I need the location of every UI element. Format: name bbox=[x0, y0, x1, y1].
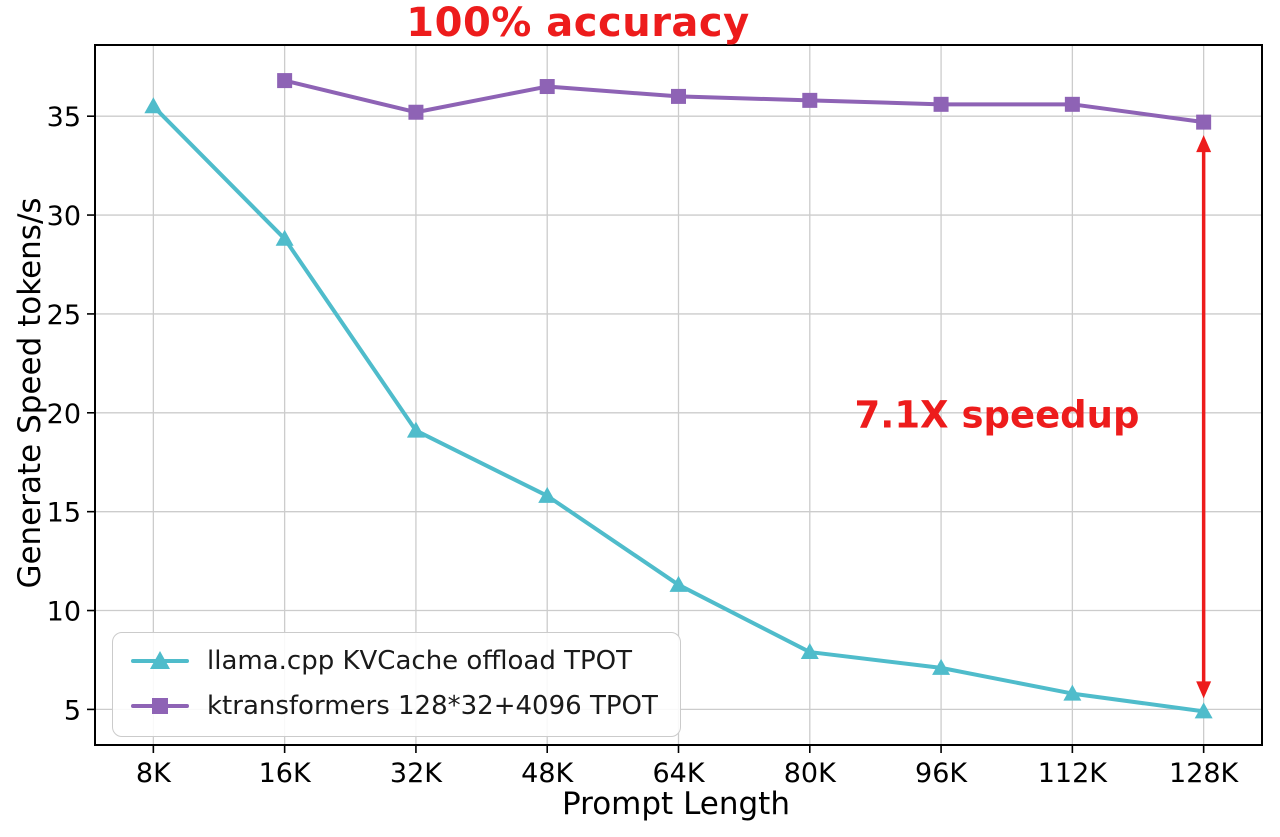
speedup-annotation: 7.1X speedup bbox=[854, 393, 1140, 437]
legend-label-llamacpp: llama.cpp KVCache offload TPOT bbox=[207, 646, 632, 676]
svg-text:20: 20 bbox=[47, 399, 81, 430]
legend-sample-ktransformers bbox=[131, 695, 189, 717]
svg-text:32K: 32K bbox=[390, 758, 443, 789]
svg-text:35: 35 bbox=[47, 102, 81, 133]
x-axis-label: Prompt Length bbox=[562, 786, 790, 822]
svg-text:96K: 96K bbox=[915, 758, 968, 789]
legend: llama.cpp KVCache offload TPOT ktransfor… bbox=[112, 632, 681, 737]
svg-text:48K: 48K bbox=[521, 758, 574, 789]
legend-item-ktransformers: ktransformers 128*32+4096 TPOT bbox=[131, 691, 658, 721]
svg-text:10: 10 bbox=[47, 597, 81, 628]
svg-text:80K: 80K bbox=[784, 758, 837, 789]
svg-text:16K: 16K bbox=[259, 758, 312, 789]
chart-title: 100% accuracy bbox=[406, 0, 750, 46]
square-marker-icon bbox=[152, 698, 168, 714]
svg-text:128K: 128K bbox=[1169, 758, 1240, 789]
legend-item-llamacpp: llama.cpp KVCache offload TPOT bbox=[131, 646, 658, 676]
svg-text:8K: 8K bbox=[136, 758, 172, 789]
svg-text:15: 15 bbox=[47, 498, 81, 529]
svg-text:25: 25 bbox=[47, 300, 81, 331]
legend-sample-llamacpp bbox=[131, 650, 189, 672]
y-axis-label: Generate Speed tokens/s bbox=[12, 197, 48, 589]
triangle-marker-icon bbox=[150, 651, 170, 669]
legend-label-ktransformers: ktransformers 128*32+4096 TPOT bbox=[207, 691, 658, 721]
svg-text:64K: 64K bbox=[652, 758, 705, 789]
svg-text:112K: 112K bbox=[1038, 758, 1109, 789]
svg-text:5: 5 bbox=[64, 695, 81, 726]
svg-text:30: 30 bbox=[47, 201, 81, 232]
